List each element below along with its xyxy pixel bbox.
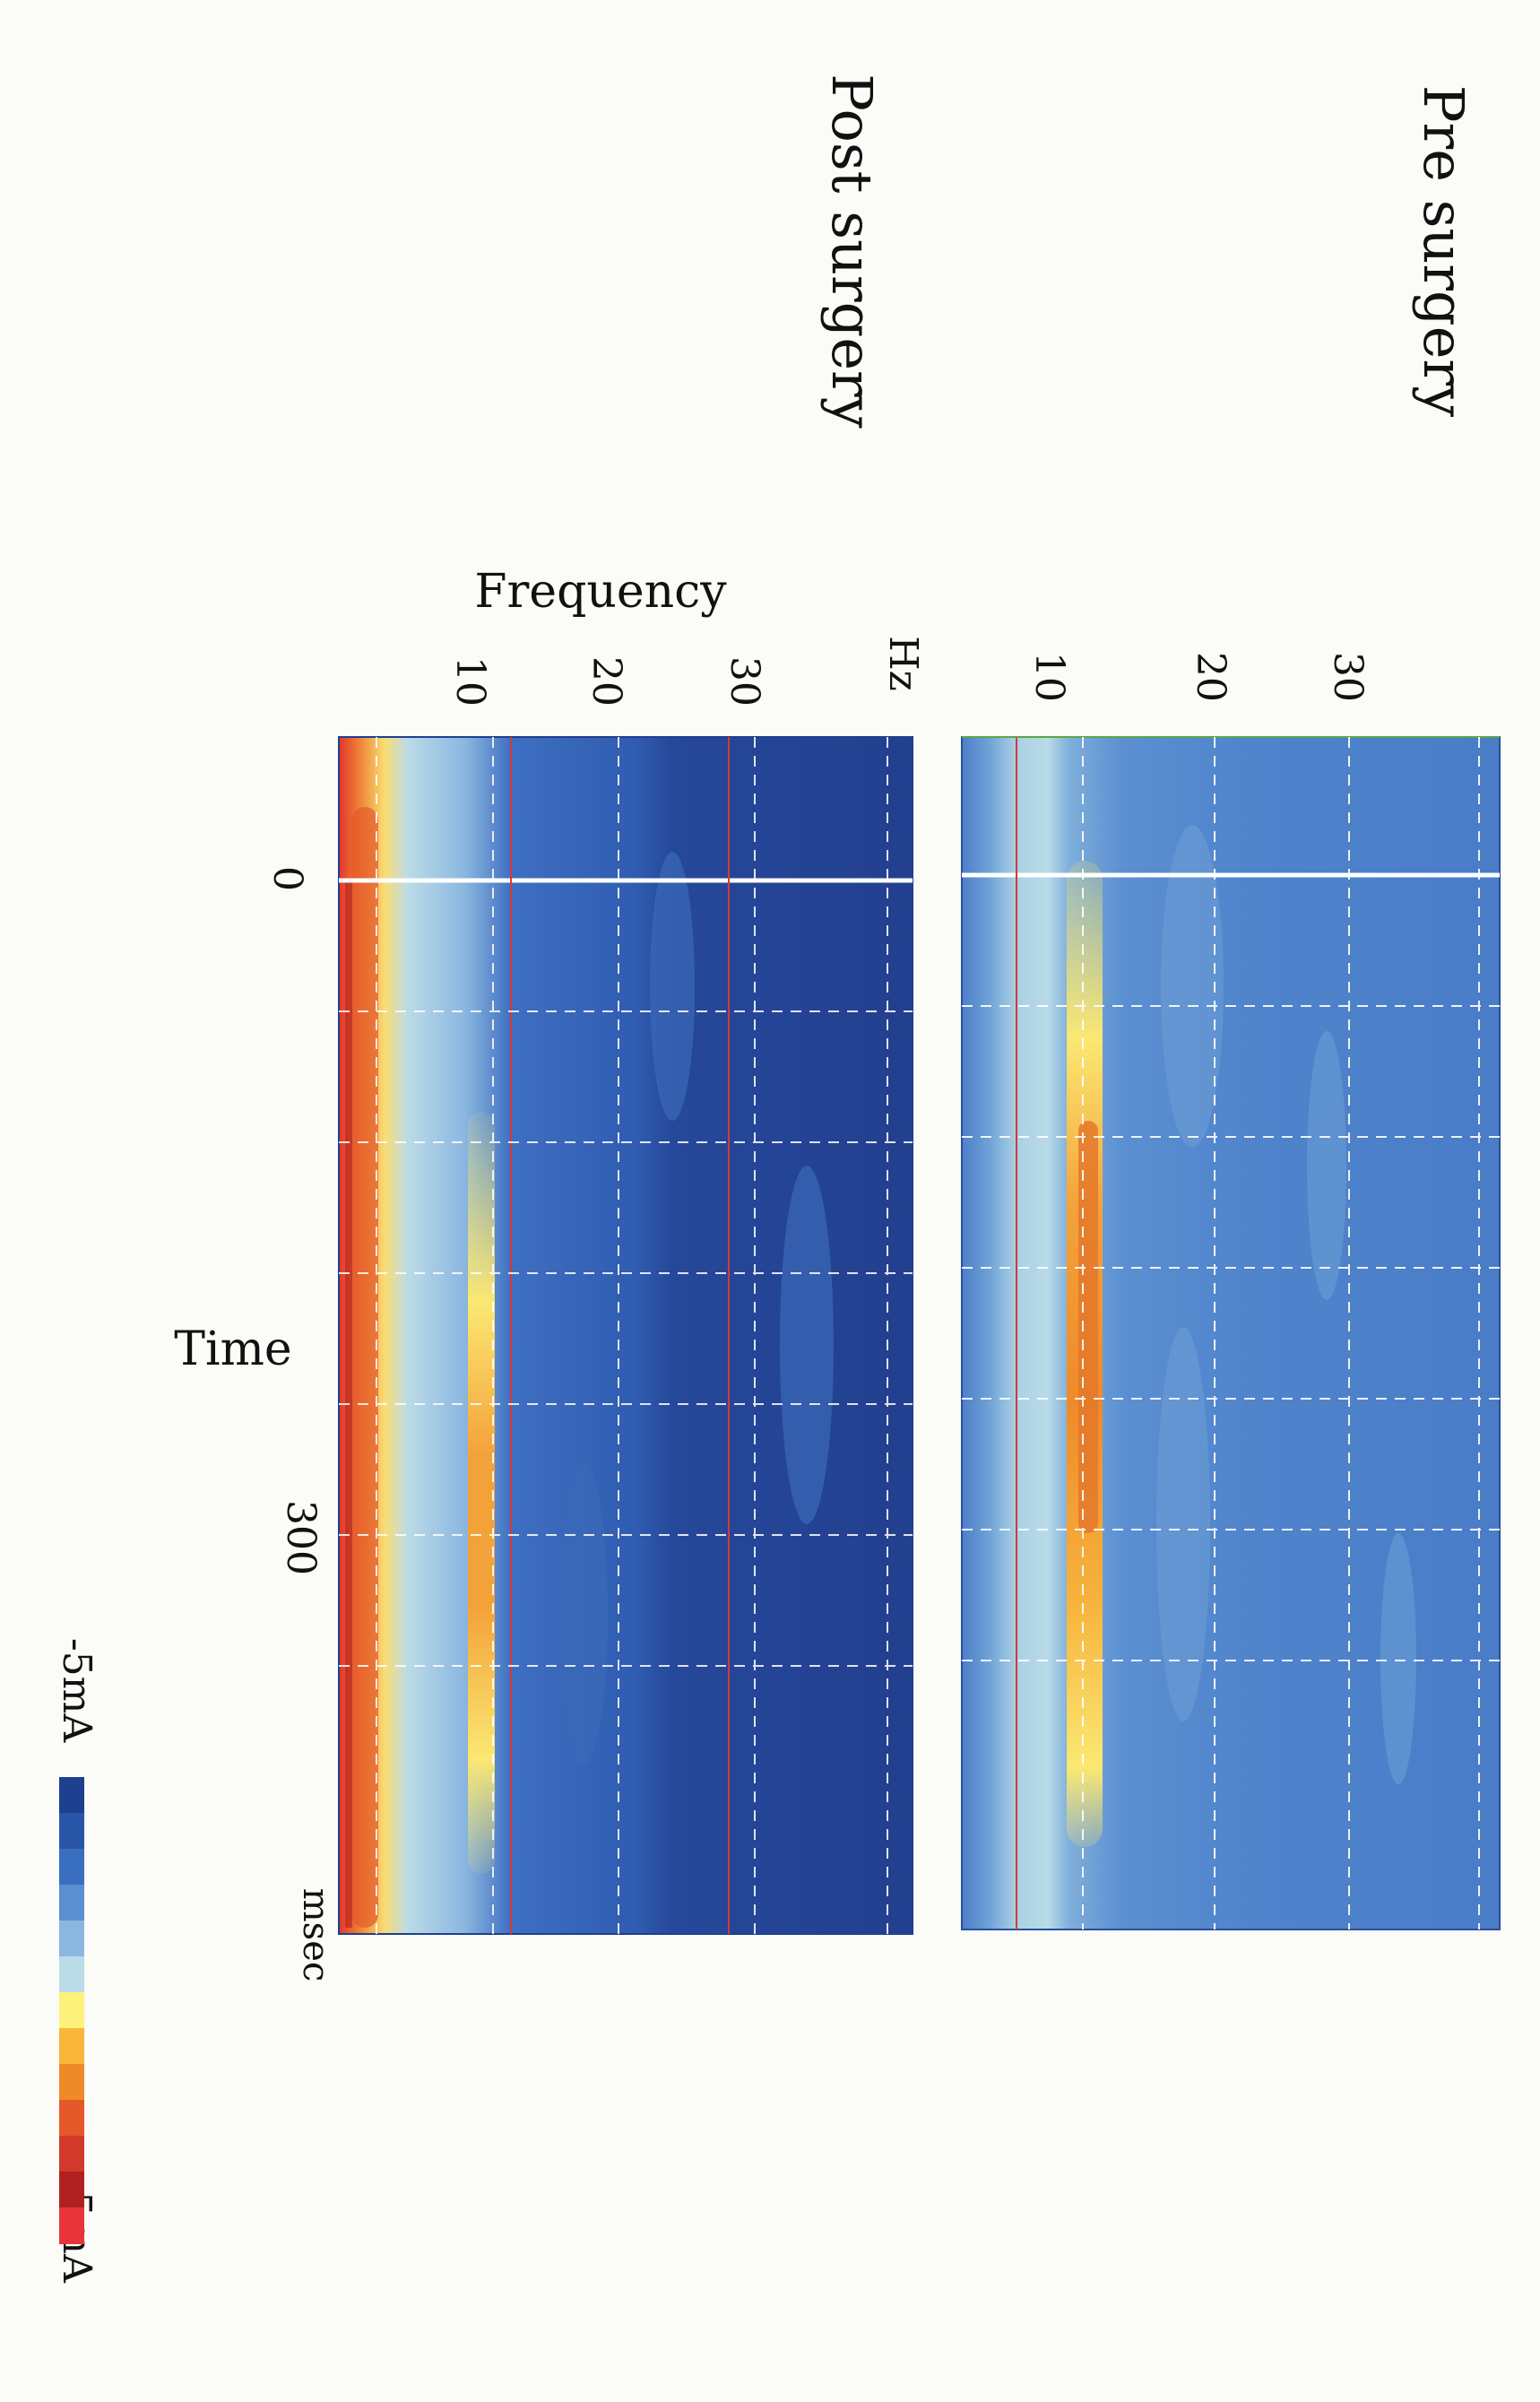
pre-grid	[962, 737, 1500, 1929]
colorbar-segment	[59, 2028, 84, 2065]
colorbar-segment	[59, 2136, 84, 2172]
colorbar-segment	[59, 2207, 84, 2244]
colorbar-segment	[59, 1849, 84, 1886]
post-surgery-heatmap	[338, 736, 913, 1935]
colorbar-segment	[59, 2100, 84, 2137]
frequency-axis-label: Frequency	[474, 565, 727, 619]
colorbar-segment	[59, 1777, 84, 1814]
colorbar	[59, 1777, 84, 2244]
colorbar-segment	[59, 1813, 84, 1850]
colorbar-segment	[59, 1885, 84, 1921]
colorbar-segment	[59, 1921, 84, 1957]
colorbar-segment	[59, 2064, 84, 2101]
colorbar-segment	[59, 2172, 84, 2208]
post-alpha-peak-band	[468, 1112, 495, 1874]
colorbar-segment	[59, 1992, 84, 2029]
pre-surgery-heatmap	[961, 736, 1501, 1930]
colorbar-segment	[59, 1956, 84, 1993]
time-axis-label: Time	[174, 1322, 292, 1376]
post-grid	[339, 737, 913, 1934]
